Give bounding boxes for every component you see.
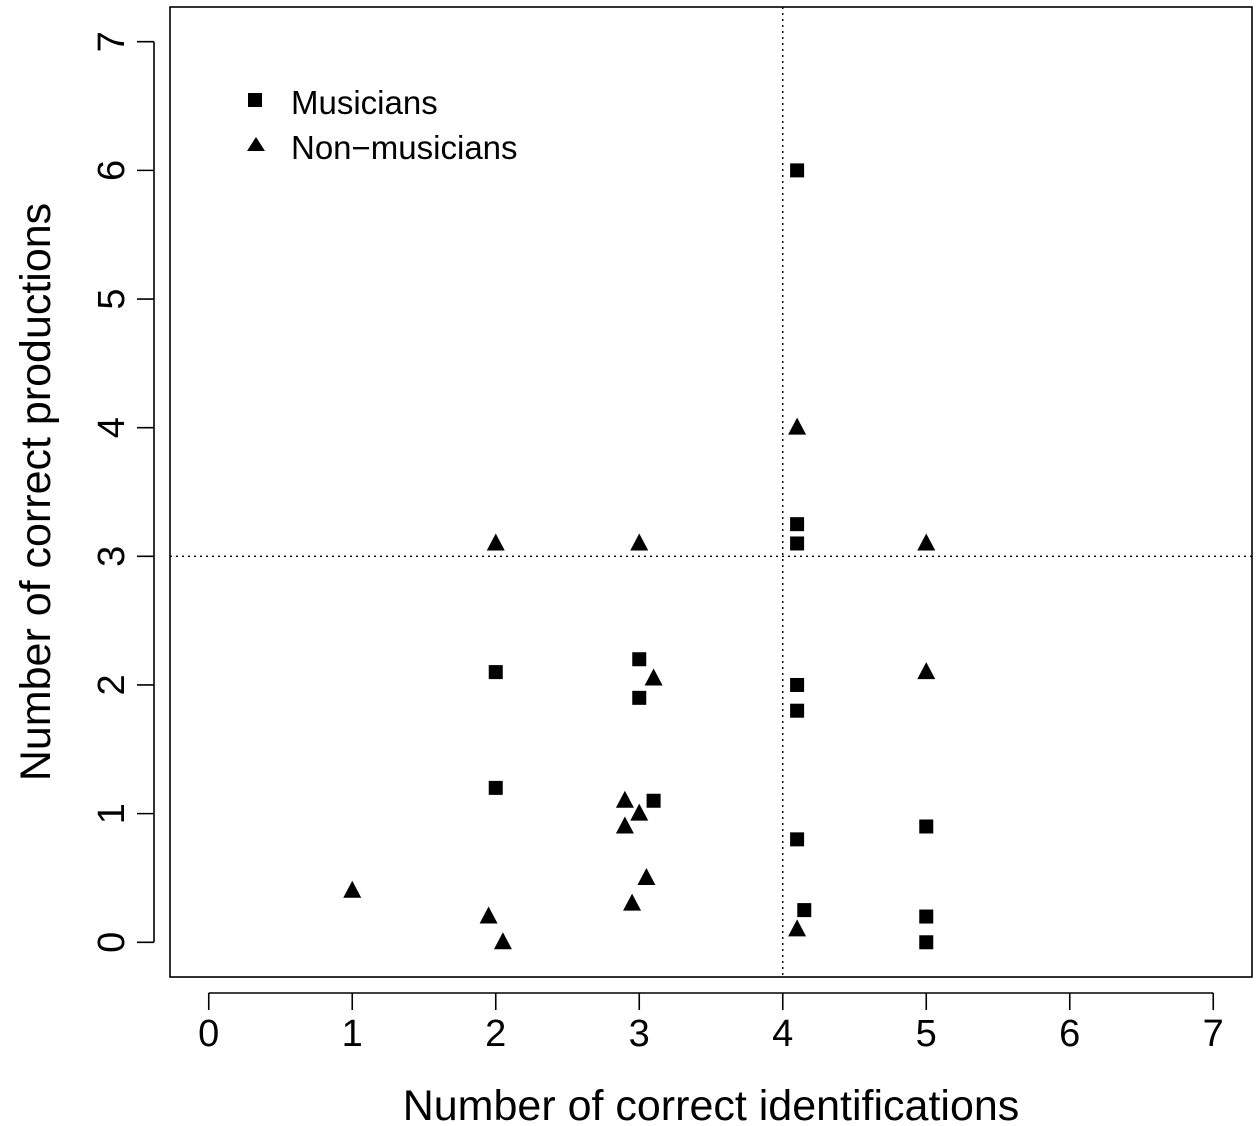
y-tick-label: 5	[91, 288, 133, 309]
x-tick-label: 0	[198, 1013, 219, 1055]
musician-point	[919, 819, 934, 834]
musician-point	[790, 536, 805, 551]
musician-point	[919, 935, 934, 950]
y-axis: 0 1 2 3 4 5 6 7	[91, 31, 155, 953]
y-tick-label: 0	[91, 932, 133, 953]
x-tick-label: 6	[1059, 1013, 1080, 1055]
x-tick-label: 2	[485, 1013, 506, 1055]
musician-point	[797, 903, 812, 918]
non-musician-point	[630, 803, 649, 821]
y-axis-title: Number of correct productions	[12, 203, 60, 781]
plot-frame	[169, 6, 1253, 978]
non-musician-point	[486, 533, 505, 551]
y-tick-label: 3	[91, 546, 133, 567]
musician-point	[632, 652, 647, 667]
legend-label-non-musicians: Non−musicians	[291, 129, 518, 166]
musician-point	[790, 677, 805, 692]
musician-point	[790, 163, 805, 178]
x-tick-label: 3	[629, 1013, 650, 1055]
non-musician-point	[623, 893, 642, 911]
musician-point	[632, 690, 647, 705]
musician-point	[790, 832, 805, 847]
x-axis: 0 1 2 3 4 5 6 7	[198, 992, 1224, 1055]
non-musician-point	[343, 880, 362, 898]
musician-point	[646, 793, 661, 808]
non-musician-point	[788, 417, 807, 435]
reference-lines	[170, 7, 1252, 977]
x-tick-label: 1	[342, 1013, 363, 1055]
non-musician-point	[479, 906, 498, 924]
y-tick-label: 2	[91, 674, 133, 695]
non-musician-point	[615, 790, 634, 808]
musician-point	[919, 909, 934, 924]
musician-point	[790, 703, 805, 718]
y-tick-label: 6	[91, 160, 133, 181]
musician-point	[790, 517, 805, 532]
x-axis-title: Number of correct identifications	[403, 1082, 1020, 1126]
non-musician-point	[788, 919, 807, 937]
non-musician-point	[917, 662, 936, 680]
legend-marker-non-musicians	[247, 137, 265, 151]
y-tick-label: 1	[91, 803, 133, 824]
non-musician-point	[917, 533, 936, 551]
legend-label-musicians: Musicians	[291, 84, 438, 121]
musician-point	[488, 780, 503, 795]
y-tick-label: 4	[91, 417, 133, 438]
legend: Musicians Non−musicians	[247, 84, 518, 166]
data-points	[343, 163, 936, 950]
y-tick-label: 7	[91, 31, 133, 52]
legend-marker-musicians	[248, 93, 262, 107]
x-tick-label: 7	[1203, 1013, 1224, 1055]
non-musician-point	[630, 533, 649, 551]
non-musician-point	[644, 668, 663, 686]
non-musician-point	[615, 816, 634, 834]
x-tick-label: 4	[772, 1013, 793, 1055]
non-musician-point	[637, 867, 656, 885]
non-musician-point	[493, 932, 512, 950]
x-tick-label: 5	[916, 1013, 937, 1055]
musician-point	[488, 665, 503, 680]
